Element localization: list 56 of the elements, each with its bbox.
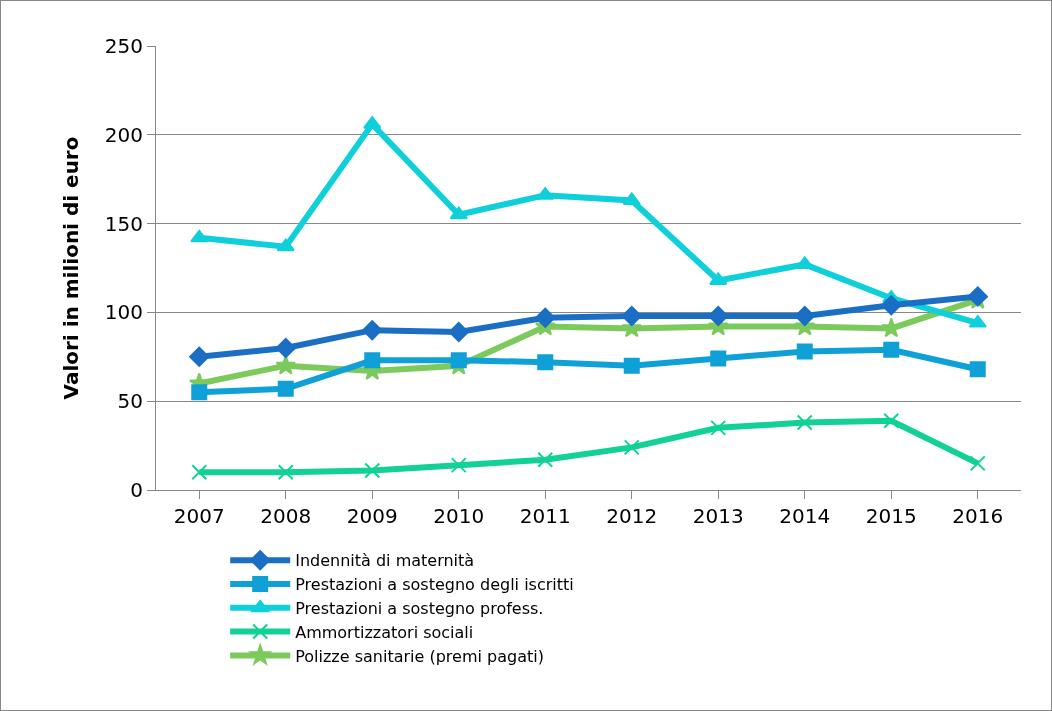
point	[362, 320, 383, 341]
point	[449, 206, 468, 220]
point	[276, 238, 295, 252]
point	[364, 462, 381, 479]
y-axis-title: Valori in milioni di euro	[59, 136, 84, 400]
x-tick-label: 2008	[260, 504, 312, 528]
legend-label: Polizze sanitarie (premi pagati)	[295, 646, 544, 666]
point	[621, 305, 642, 327]
legend-label: Prestazioni a sostegno degli iscritti	[295, 575, 574, 595]
point	[794, 305, 815, 327]
point	[796, 414, 813, 431]
y-tick-label: 100	[104, 300, 143, 325]
point	[450, 352, 467, 369]
point	[537, 451, 554, 468]
point	[191, 464, 208, 481]
y-tick-label: 250	[104, 34, 143, 58]
point	[969, 361, 986, 378]
y-tick-label: 50	[117, 389, 143, 414]
point	[881, 295, 902, 316]
point	[537, 354, 554, 371]
point	[710, 350, 727, 367]
y-tick-label: 150	[104, 211, 143, 236]
point	[191, 384, 208, 401]
point	[448, 321, 469, 343]
x-tick-label: 2016	[952, 504, 1004, 528]
x-tick-label: 2011	[519, 504, 571, 528]
point	[275, 337, 296, 359]
x-tick-label: 2009	[346, 504, 398, 528]
point	[535, 307, 556, 328]
y-tick-label: 0	[130, 478, 143, 502]
point	[450, 457, 467, 474]
point	[883, 412, 900, 429]
legend-label: Indennità di maternità	[295, 551, 475, 571]
point	[277, 380, 294, 397]
legend-label: Ammortizzatori sociali	[295, 622, 474, 642]
point	[623, 439, 640, 456]
point	[364, 352, 381, 369]
x-tick-label: 2010	[433, 504, 485, 528]
x-tick-label: 2007	[173, 504, 225, 528]
point	[883, 341, 900, 358]
x-tick-label: 2015	[865, 504, 917, 528]
x-tick-label: 2013	[692, 504, 744, 528]
point	[277, 464, 294, 481]
x-tick-label: 2014	[779, 504, 831, 528]
point	[623, 357, 640, 374]
y-tick-label: 200	[104, 122, 143, 147]
legend-label: Prestazioni a sostegno profess.	[295, 599, 544, 619]
x-tick-label: 2012	[606, 504, 658, 528]
point	[796, 343, 813, 360]
point	[190, 229, 209, 243]
point	[969, 455, 986, 472]
point	[189, 346, 210, 367]
point	[622, 192, 641, 206]
point	[708, 305, 729, 327]
point	[710, 419, 727, 436]
point	[275, 354, 297, 375]
